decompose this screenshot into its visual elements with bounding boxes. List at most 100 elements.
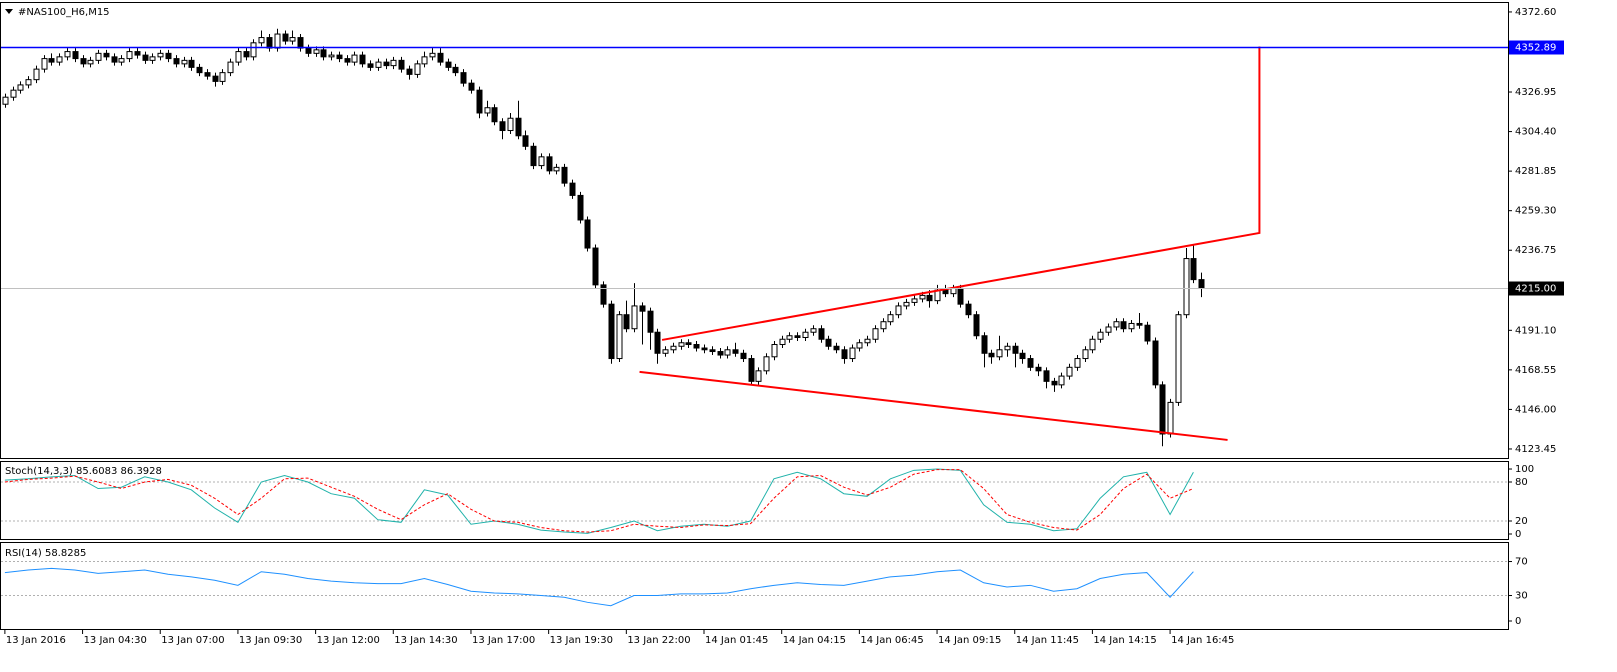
candle-body: [538, 156, 545, 167]
candle-body: [553, 166, 560, 172]
candle-body: [779, 338, 786, 346]
candle-body: [996, 349, 1003, 358]
candle-body: [17, 84, 24, 91]
trendline: [639, 370, 1228, 441]
candle-body: [895, 305, 902, 316]
candle-body: [1175, 314, 1182, 403]
y-tick-label: 30: [1515, 591, 1528, 602]
candle-body: [134, 51, 141, 56]
y-tick-label: 100: [1515, 464, 1534, 475]
candle-body: [476, 89, 483, 114]
candle-body: [1144, 324, 1151, 342]
candle-body: [957, 287, 964, 305]
y-tick-label: 4326.95: [1515, 87, 1556, 98]
candle-body: [717, 351, 724, 356]
candle-body: [1136, 322, 1143, 326]
candle-body: [1035, 366, 1042, 372]
candle-body: [600, 284, 607, 305]
candle-body: [1183, 258, 1190, 316]
candle-body: [732, 349, 739, 354]
candle-body: [818, 328, 825, 340]
candle-body: [678, 342, 685, 347]
candle-body: [631, 305, 638, 330]
candle-body: [1074, 358, 1081, 368]
candle-body: [72, 51, 79, 60]
menu-arrow: [5, 9, 13, 14]
candle-body: [1004, 345, 1011, 351]
candle-body: [670, 345, 677, 351]
stoch-frame: [0, 461, 1509, 540]
y-tick-label: 4123.45: [1515, 444, 1556, 455]
candle-body: [530, 145, 537, 167]
candle-body: [452, 66, 459, 74]
candle-body: [149, 56, 156, 61]
x-tick-label: 13 Jan 22:00: [627, 635, 690, 646]
candle-body: [1012, 345, 1019, 354]
candle-body: [328, 54, 335, 58]
candle-body: [755, 370, 762, 382]
y-tick-label: 4304.40: [1515, 127, 1556, 138]
indicator-line: [4, 469, 1194, 533]
x-tick-label: 14 Jan 11:45: [1016, 635, 1079, 646]
rsi-frame: [0, 542, 1509, 630]
candle-body: [429, 52, 436, 58]
candle-body: [592, 247, 599, 286]
candle-body: [584, 219, 591, 249]
candle-body: [608, 303, 615, 360]
stoch-title: Stoch(14,3,3) 85.6083 86.3928: [5, 466, 162, 477]
y-tick-label: 4281.85: [1515, 166, 1556, 177]
candle-body: [80, 58, 87, 65]
candle-body: [181, 59, 188, 65]
candle-body: [748, 358, 755, 382]
x-tick-label: 14 Jan 01:45: [705, 635, 768, 646]
candle-body: [289, 37, 296, 42]
candle-body: [118, 58, 125, 63]
candle-body: [724, 349, 731, 356]
candle-body: [654, 331, 661, 354]
candle-body: [305, 47, 312, 54]
x-tick-label: 13 Jan 12:00: [317, 635, 380, 646]
candle-body: [647, 310, 654, 333]
indicator-line: [4, 468, 1194, 534]
candle-body: [1113, 321, 1120, 328]
candle-body: [1043, 370, 1050, 382]
candle-body: [64, 51, 71, 58]
candle-body: [212, 75, 219, 82]
candle-body: [926, 294, 933, 302]
candle-body: [266, 37, 273, 49]
candle-body: [48, 58, 55, 63]
candle-body: [484, 107, 491, 114]
trendline: [661, 46, 1261, 341]
candle-body: [460, 72, 467, 84]
x-tick-label: 13 Jan 07:00: [161, 635, 224, 646]
y-tick-label: 20: [1515, 516, 1528, 527]
candle-body: [56, 56, 63, 63]
candle-body: [1082, 349, 1089, 360]
candle-body: [950, 287, 957, 295]
candle-body: [740, 352, 747, 360]
candle-body: [1167, 401, 1174, 435]
y-tick-label: 4236.75: [1515, 245, 1556, 256]
candle-body: [344, 58, 351, 63]
candle-body: [616, 314, 623, 360]
candle-body: [639, 305, 646, 312]
candle-body: [561, 166, 568, 184]
candle-body: [1097, 331, 1104, 340]
candle-body: [196, 66, 203, 74]
candle-body: [126, 51, 133, 60]
candle-body: [515, 117, 522, 137]
candle-body: [320, 49, 327, 58]
candle-body: [10, 89, 17, 98]
candle-body: [522, 135, 529, 147]
candle-body: [1105, 326, 1112, 333]
rsi-title: RSI(14) 58.8285: [5, 548, 86, 559]
candle-body: [359, 54, 366, 65]
candle-body: [569, 182, 576, 196]
candle-body: [414, 63, 421, 75]
candle-body: [390, 59, 397, 67]
candle-body: [546, 156, 553, 172]
candle-body: [1089, 338, 1096, 351]
candle-body: [173, 58, 180, 65]
candle-body: [188, 59, 195, 68]
